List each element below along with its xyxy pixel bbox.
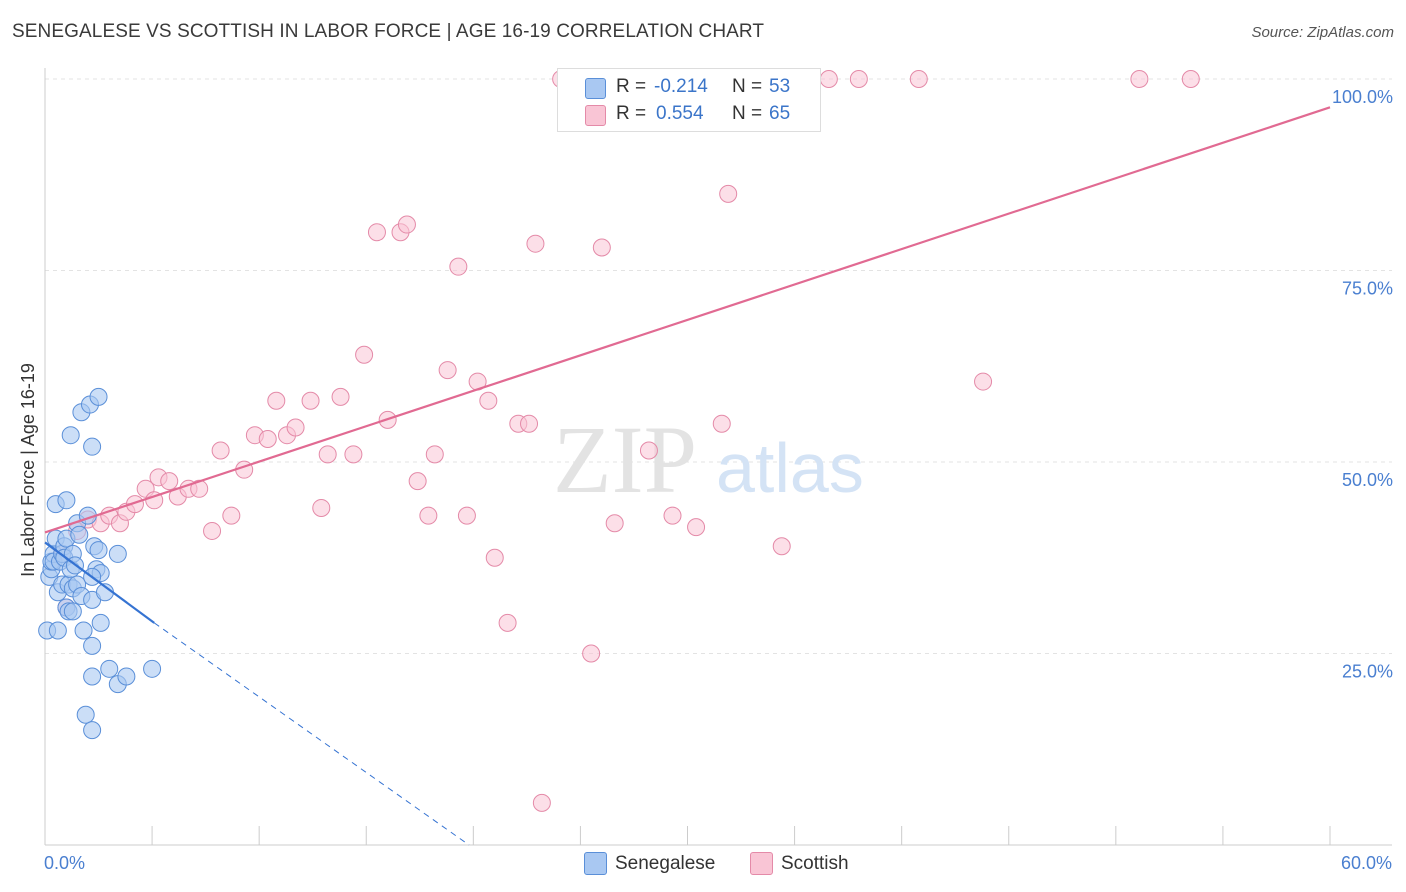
- watermark-atlas: atlas: [716, 429, 864, 507]
- senegalese-point: [108, 544, 127, 563]
- legend-n-label: N =: [732, 76, 763, 97]
- scottish-point: [419, 506, 438, 525]
- senegalese-point: [74, 621, 93, 640]
- senegalese-swatch: [585, 78, 606, 99]
- scottish-point: [312, 498, 331, 517]
- scottish-point: [408, 472, 427, 491]
- scottish-point: [344, 445, 363, 464]
- legend-r-value: 0.554: [656, 103, 704, 124]
- y-axis-label: In Labor Force | Age 16-19: [18, 363, 38, 577]
- legend-r-value: -0.214: [654, 76, 708, 97]
- scottish-point: [425, 445, 444, 464]
- scottish-swatch: [585, 105, 606, 126]
- y-tick-label: 25.0%: [1342, 662, 1393, 682]
- scottish-point: [331, 387, 350, 406]
- scottish-point: [532, 793, 551, 812]
- scottish-point: [719, 184, 738, 203]
- senegalese-trend-line: [44, 541, 155, 624]
- scottish-legend-label: Scottish: [781, 853, 849, 874]
- senegalese-point: [76, 705, 95, 724]
- scottish-point: [258, 430, 277, 449]
- chart-title: SENEGALESE VS SCOTTISH IN LABOR FORCE | …: [12, 21, 765, 42]
- scottish-point: [712, 414, 731, 433]
- axes-layer: [44, 68, 1392, 846]
- scottish-point: [203, 521, 222, 540]
- senegalese-trend-extension: [153, 622, 470, 846]
- scottish-point: [592, 238, 611, 257]
- y-tick-label: 50.0%: [1342, 470, 1393, 490]
- legend-row-senegalese: R = -0.214 N = 53: [558, 74, 820, 102]
- scottish-point: [605, 514, 624, 533]
- scottish-point: [125, 495, 144, 514]
- scottish-point: [222, 506, 241, 525]
- senegalese-point: [117, 667, 136, 686]
- senegalese-point: [83, 437, 102, 456]
- senegalese-point: [63, 602, 82, 621]
- scottish-point: [639, 441, 658, 460]
- senegalese-point: [70, 525, 89, 544]
- scottish-point: [160, 472, 179, 491]
- scottish-point: [397, 215, 416, 234]
- scottish-point: [974, 372, 993, 391]
- scottish-point: [367, 223, 386, 242]
- scottish-point: [582, 644, 601, 663]
- senegalese-point: [91, 613, 110, 632]
- scottish-point: [526, 234, 545, 253]
- scottish-point: [457, 506, 476, 525]
- scottish-point: [267, 391, 286, 410]
- senegalese-point: [143, 659, 162, 678]
- scottish-point: [1181, 70, 1200, 88]
- scottish-point: [438, 361, 457, 380]
- x-tick-label: 60.0%: [1341, 853, 1392, 873]
- scottish-point: [449, 257, 468, 276]
- scottish-point: [1130, 70, 1149, 88]
- senegalese-point: [61, 426, 80, 445]
- senegalese-point: [83, 721, 102, 740]
- scottish-point: [211, 441, 230, 460]
- scottish-point: [849, 70, 868, 88]
- legend-row-scottish: R = 0.554 N = 65: [558, 101, 820, 129]
- correlation-legend: R = -0.214 N = 53 R = 0.554 N = 65: [557, 68, 821, 132]
- scottish-point: [498, 613, 517, 632]
- watermark-zip: ZIP: [553, 406, 697, 513]
- scottish-point: [485, 548, 504, 567]
- scottish-point: [909, 70, 928, 88]
- senegalese-point: [83, 667, 102, 686]
- points-layer: [38, 70, 1200, 812]
- scottish-point: [479, 391, 498, 410]
- scottish-point: [819, 70, 838, 88]
- senegalese-legend-label: Senegalese: [615, 853, 716, 874]
- scottish-point: [772, 537, 791, 556]
- senegalese-point: [100, 659, 119, 678]
- senegalese-legend-swatch: [584, 852, 607, 875]
- legend-n-value: 65: [769, 103, 791, 124]
- scottish-point: [301, 391, 320, 410]
- senegalese-point: [48, 621, 67, 640]
- source-attribution: Source: ZipAtlas.com: [1251, 24, 1394, 41]
- scottish-trend-line: [44, 106, 1331, 534]
- scottish-point: [663, 506, 682, 525]
- y-tick-label: 100.0%: [1332, 87, 1393, 107]
- legend-n-label: N =: [732, 103, 763, 124]
- legend-r-label: R =: [616, 103, 647, 124]
- grid-layer: [45, 78, 1392, 654]
- senegalese-point: [57, 491, 76, 510]
- y-tick-label: 75.0%: [1342, 279, 1393, 299]
- label-layer: 25.0% 50.0% 75.0% 100.0% 0.0% 60.0%: [44, 87, 1393, 873]
- senegalese-point: [89, 541, 108, 560]
- scottish-point: [355, 345, 374, 364]
- legend-r-label: R =: [616, 76, 647, 97]
- legend-n-value: 53: [769, 76, 791, 97]
- scottish-point: [687, 518, 706, 537]
- watermark: ZIP atlas: [553, 406, 864, 513]
- senegalese-point: [89, 387, 108, 406]
- scottish-point: [286, 418, 305, 437]
- x-tick-label: 0.0%: [44, 853, 85, 873]
- scottish-legend-swatch: [750, 852, 773, 875]
- senegalese-point: [83, 636, 102, 655]
- scottish-point: [520, 414, 539, 433]
- trend-layer: [44, 106, 1331, 846]
- scottish-point: [318, 445, 337, 464]
